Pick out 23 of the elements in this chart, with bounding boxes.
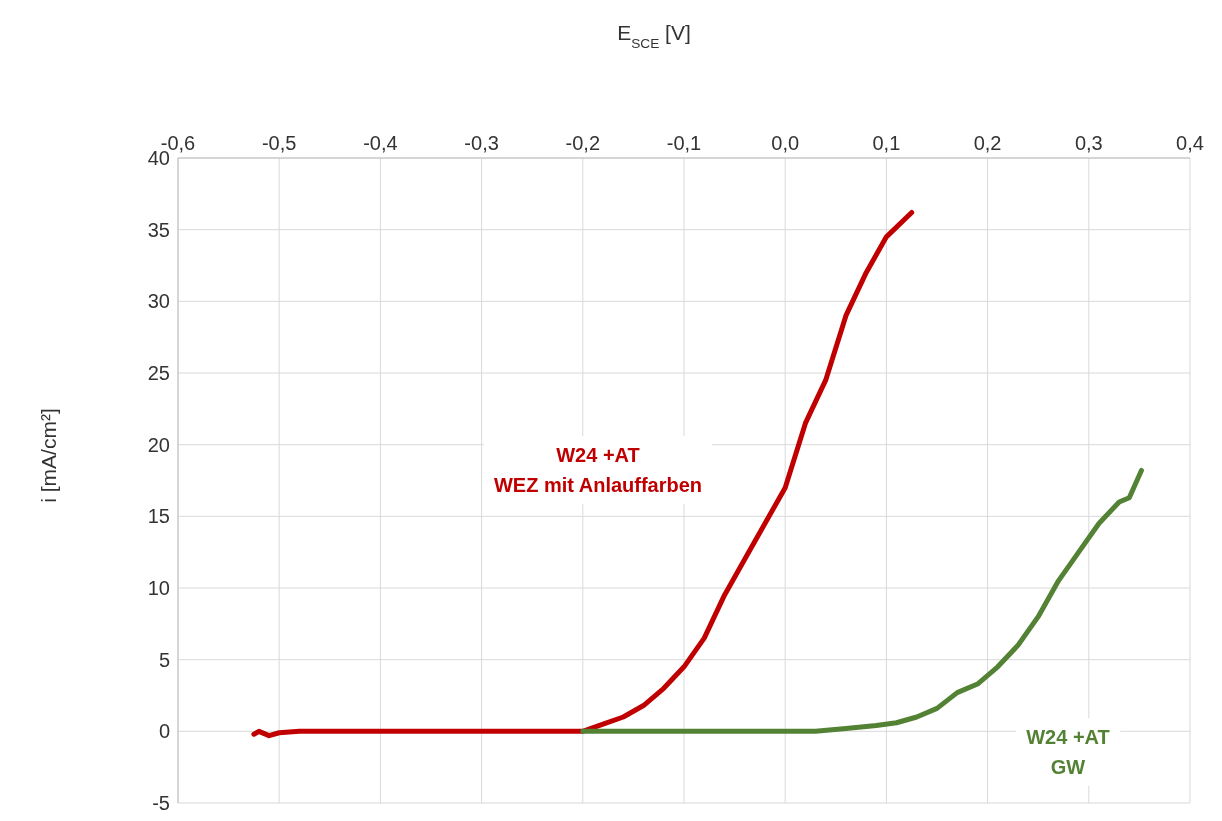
text: W24 +AT GW (1016, 718, 1120, 786)
y-tick-label: 5 (158, 648, 170, 671)
text: W24 +AT WEZ mit Anlauffarben (483, 436, 713, 504)
x-tick-label: -0,5 (261, 132, 297, 154)
y-tick-label: 30 (147, 290, 170, 313)
x-tick-label: 0,0 (771, 132, 800, 154)
y-tick-label: 15 (147, 505, 170, 528)
x-tick-label: 0,2 (973, 132, 1002, 154)
y-tick-label: 0 (158, 720, 170, 743)
x-tick-label: -0,3 (464, 132, 499, 154)
x-tick-label: -0,2 (565, 132, 601, 154)
y-tick-label: 10 (147, 577, 170, 600)
x-tick-label: 0,4 (1176, 132, 1204, 154)
x-tick-label: 0,1 (872, 132, 901, 154)
x-tick-label: -0,4 (363, 132, 398, 154)
x-tick-label: 0,3 (1074, 132, 1103, 154)
y-tick-label: 25 (147, 362, 170, 385)
y-axis-title: i [mA/cm²] (37, 408, 60, 503)
y-tick-label: -5 (152, 792, 170, 815)
y-tick-label: 35 (147, 218, 170, 241)
x-tick-label: -0,1 (666, 132, 702, 154)
y-tick-label: 20 (147, 433, 170, 456)
x-axis-title: E$_{SCE}$ [V] (617, 21, 691, 51)
